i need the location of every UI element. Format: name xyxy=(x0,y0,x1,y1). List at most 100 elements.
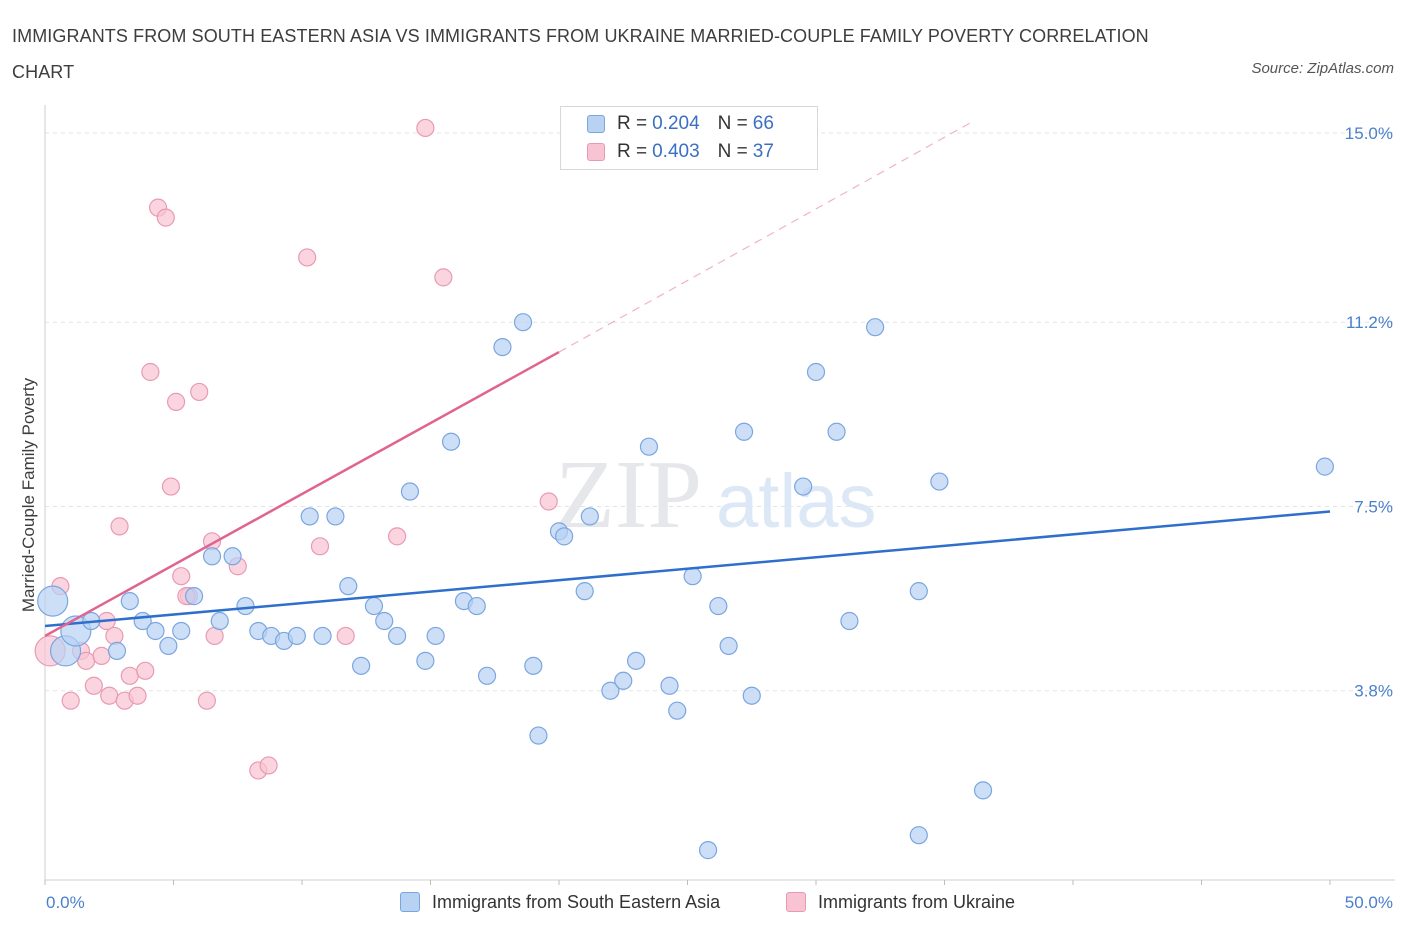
ukraine-point-34 xyxy=(434,268,453,287)
sea-point-0 xyxy=(37,585,69,617)
sea-point-34 xyxy=(493,337,512,357)
sea-point-28 xyxy=(416,651,435,670)
sea-point-9 xyxy=(172,621,191,641)
sea-point-55 xyxy=(794,477,813,496)
sea-point-61 xyxy=(909,826,928,845)
sea-point-64 xyxy=(1315,457,1334,476)
sea-point-20 xyxy=(313,626,332,646)
ukraine-point-29 xyxy=(298,248,317,267)
sea-point-46 xyxy=(660,676,679,695)
legend-n-value-sea: 66 xyxy=(752,113,774,134)
sea-point-43 xyxy=(614,671,633,690)
sea-point-23 xyxy=(352,656,371,675)
bottom-legend-swatch-sea xyxy=(400,892,420,912)
ukraine-point-31 xyxy=(336,626,355,646)
ukraine-points xyxy=(34,118,558,780)
bottom-legend-sea: Immigrants from South Eastern Asia xyxy=(400,890,720,914)
legend-r-value-sea: 0.204 xyxy=(652,113,700,134)
ukraine-point-20 xyxy=(172,567,191,586)
ukraine-point-30 xyxy=(310,537,330,556)
sea-point-50 xyxy=(709,596,728,616)
sea-point-4 xyxy=(107,641,127,661)
sea-point-36 xyxy=(524,656,543,675)
sea-point-58 xyxy=(840,611,859,631)
x-tick-label-0: 0.0% xyxy=(46,893,85,912)
legend-n-label: N = xyxy=(717,141,748,162)
legend-swatch-ukraine xyxy=(587,143,605,161)
sea-point-11 xyxy=(202,547,222,566)
sea-point-63 xyxy=(973,781,993,800)
sea-point-22 xyxy=(339,577,358,596)
bottom-legend-ukraine: Immigrants from Ukraine xyxy=(786,890,1015,914)
ukraine-point-23 xyxy=(197,691,217,710)
sea-point-25 xyxy=(375,611,394,631)
y-axis-label: Married-Couple Family Poverty xyxy=(19,377,38,612)
bottom-legend-swatch-ukraine xyxy=(786,892,806,912)
sea-point-37 xyxy=(529,726,548,745)
ukraine-point-6 xyxy=(92,646,111,665)
ukraine-point-18 xyxy=(161,477,181,496)
legend-r-label: R = xyxy=(617,113,648,134)
sea-point-51 xyxy=(719,636,738,656)
y-tick-label-3: 15.0% xyxy=(1345,124,1393,143)
bottom-legend-label-ukraine: Immigrants from Ukraine xyxy=(818,891,1016,912)
watermark-atlas: atlas xyxy=(716,459,877,544)
sea-point-19 xyxy=(300,507,319,526)
sea-point-13 xyxy=(223,547,242,566)
legend-box: R = 0.204 N = 66 R = 0.403 N = 37 xyxy=(560,106,818,170)
legend-n-value-ukraine: 37 xyxy=(752,141,774,162)
ukraine-point-15 xyxy=(141,362,160,382)
sea-point-56 xyxy=(806,362,826,382)
sea-point-30 xyxy=(441,432,461,451)
sea-point-53 xyxy=(742,686,761,705)
ukraine-point-10 xyxy=(110,517,129,536)
sea-point-40 xyxy=(575,582,594,601)
sea-point-5 xyxy=(120,591,139,611)
chart-title: IMMIGRANTS FROM SOUTH EASTERN ASIA VS IM… xyxy=(12,26,1149,82)
y-tick-label-0: 3.8% xyxy=(1354,682,1393,701)
sea-point-33 xyxy=(477,666,497,685)
ukraine-point-28 xyxy=(259,756,278,775)
legend-swatch-sea xyxy=(587,115,605,133)
ukraine-point-33 xyxy=(416,118,435,138)
legend-r-label: R = xyxy=(617,141,648,162)
sea-point-42 xyxy=(601,681,620,700)
y-tick-label-1: 7.5% xyxy=(1354,497,1393,516)
source-label: Source: ZipAtlas.com xyxy=(1251,60,1394,77)
sea-point-47 xyxy=(668,701,687,720)
sea-point-52 xyxy=(734,422,754,441)
sea-point-59 xyxy=(866,318,885,337)
sea-point-48 xyxy=(683,567,702,586)
sea-point-27 xyxy=(400,482,420,501)
ukraine-point-9 xyxy=(105,626,124,646)
sea-point-14 xyxy=(236,596,255,616)
ukraine-point-8 xyxy=(100,686,119,705)
sea-point-62 xyxy=(930,472,949,491)
sea-point-45 xyxy=(639,437,659,456)
sea-point-21 xyxy=(326,507,345,526)
sea-point-24 xyxy=(364,596,384,616)
sea-point-29 xyxy=(426,626,445,646)
sea-point-60 xyxy=(909,582,928,601)
sea-point-39 xyxy=(555,527,574,546)
trend-lines xyxy=(44,122,1331,638)
legend-row-ukraine: R = 0.403 N = 37 xyxy=(587,139,774,165)
sea-point-26 xyxy=(387,626,407,646)
ukraine-point-14 xyxy=(136,661,155,680)
sea-point-8 xyxy=(159,636,178,656)
y-tick-labels: 3.8% 7.5% 11.2% 15.0% xyxy=(1345,124,1393,701)
ukraine-point-12 xyxy=(120,666,139,685)
bottom-legend-label-sea: Immigrants from South Eastern Asia xyxy=(432,891,721,912)
sea-point-32 xyxy=(467,596,486,616)
watermark: ZIP atlas xyxy=(555,441,877,549)
sea-point-12 xyxy=(210,611,229,631)
sea-point-10 xyxy=(184,587,204,606)
axes xyxy=(44,105,1395,885)
sea-point-49 xyxy=(698,841,718,860)
ukraine-point-19 xyxy=(166,392,186,411)
sea-point-44 xyxy=(626,651,646,670)
ukraine-point-35 xyxy=(539,492,558,511)
ukraine-point-13 xyxy=(128,686,147,705)
ukraine-point-17 xyxy=(156,208,175,227)
